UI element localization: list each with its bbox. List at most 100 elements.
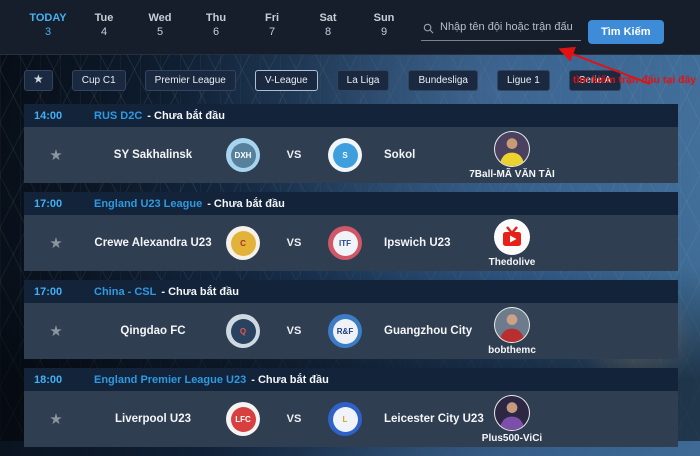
search-button[interactable]: Tìm Kiếm <box>588 20 664 44</box>
match-time: 14:00 <box>34 109 63 122</box>
home-team-badge: C <box>226 226 260 260</box>
match-status: - Chưa bắt đầu <box>251 373 329 386</box>
top-bar: TODAY 3 Tue 4 Wed 5 Thu 6 Fri 7 Sat 8 Su… <box>0 0 700 55</box>
league-name[interactable]: England Premier League U23 <box>94 373 247 386</box>
match-list: 14:00 RUS D2C - Chưa bắt đầu ★ SY Sakhal… <box>24 104 678 456</box>
streamer-avatar <box>494 395 530 431</box>
streamer-name: Thedolive <box>488 257 536 268</box>
match-section: 18:00 England Premier League U23 - Chưa … <box>24 368 678 447</box>
day-number: 7 <box>268 26 276 38</box>
day-tab-fri[interactable]: Fri 7 <box>244 12 300 38</box>
search-input[interactable] <box>421 17 581 41</box>
day-label: Fri <box>264 12 280 24</box>
league-tab-bundesliga[interactable]: Bundesliga <box>408 70 478 91</box>
streamer-name: bobthemc <box>488 345 536 356</box>
day-number: 9 <box>380 26 388 38</box>
match-status: - Chưa bắt đầu <box>207 197 285 210</box>
day-tab-sun[interactable]: Sun 9 <box>356 12 412 38</box>
match-time: 17:00 <box>34 285 63 298</box>
streamer-avatar <box>494 307 530 343</box>
star-icon[interactable]: ★ <box>49 322 63 340</box>
home-team-name: Qingdao FC <box>120 325 186 337</box>
away-team-name: Leicester City U23 <box>384 413 484 425</box>
day-label: TODAY <box>29 12 67 24</box>
search-field-wrap <box>421 17 581 41</box>
league-filter-bar: ★ Cup C1 Premier League V-League La Liga… <box>24 70 622 91</box>
streamer[interactable]: bobthemc <box>452 307 572 357</box>
home-team-badge: LFC <box>226 402 260 436</box>
match-row[interactable]: ★ Liverpool U23 LFC VS L Leicester City … <box>24 391 678 447</box>
star-icon[interactable]: ★ <box>49 410 63 428</box>
vs-label: VS <box>286 237 302 249</box>
day-label: Thu <box>205 12 227 24</box>
day-number: 6 <box>212 26 220 38</box>
home-team-badge: Q <box>226 314 260 348</box>
match-row[interactable]: ★ Qingdao FC Q VS R&F Guangzhou City bob… <box>24 303 678 359</box>
match-section: 17:00 England U23 League - Chưa bắt đầu … <box>24 192 678 271</box>
home-team-name: Crewe Alexandra U23 <box>94 237 212 249</box>
section-header: 18:00 England Premier League U23 - Chưa … <box>24 368 678 391</box>
day-label: Tue <box>94 12 114 24</box>
day-number: 5 <box>156 26 164 38</box>
home-team-name: SY Sakhalinsk <box>113 149 193 161</box>
day-number: 4 <box>100 26 108 38</box>
day-tab-wed[interactable]: Wed 5 <box>132 12 188 38</box>
match-row[interactable]: ★ SY Sakhalinsk DXH VS S Sokol 7Ball-MÃ … <box>24 127 678 183</box>
match-status: - Chưa bắt đầu <box>147 109 225 122</box>
match-status: - Chưa bắt đầu <box>161 285 239 298</box>
star-icon[interactable]: ★ <box>49 146 63 164</box>
streamer[interactable]: Plus500-ViCi <box>452 395 572 445</box>
day-tab-today[interactable]: TODAY 3 <box>20 12 76 38</box>
section-header: 17:00 China - CSL - Chưa bắt đầu <box>24 280 678 303</box>
day-tab-sat[interactable]: Sat 8 <box>300 12 356 38</box>
away-team-badge: R&F <box>328 314 362 348</box>
streamer[interactable]: Thedolive <box>452 219 572 269</box>
search-icon <box>423 23 434 34</box>
day-tab-thu[interactable]: Thu 6 <box>188 12 244 38</box>
favorites-filter-button[interactable]: ★ <box>24 70 53 91</box>
away-team-badge: S <box>328 138 362 172</box>
away-team-name: Ipswich U23 <box>384 237 451 249</box>
section-header: 17:00 England U23 League - Chưa bắt đầu <box>24 192 678 215</box>
league-tab-la-liga[interactable]: La Liga <box>336 70 390 91</box>
day-label: Sun <box>373 12 395 24</box>
vs-label: VS <box>286 149 302 161</box>
vs-label: VS <box>286 325 302 337</box>
away-team-name: Guangzhou City <box>384 325 473 337</box>
day-tabs: TODAY 3 Tue 4 Wed 5 Thu 6 Fri 7 Sat 8 Su… <box>20 12 412 38</box>
day-tab-tue[interactable]: Tue 4 <box>76 12 132 38</box>
home-team-badge: DXH <box>226 138 260 172</box>
annotation-label: tìm kiếm trận đấu tại đây <box>573 74 697 86</box>
vs-label: VS <box>286 413 302 425</box>
annotation-arrow-icon <box>558 46 651 85</box>
day-number: 3 <box>44 26 52 38</box>
league-tab-cup-c1[interactable]: Cup C1 <box>71 70 126 91</box>
star-icon: ★ <box>33 72 44 87</box>
away-team-name: Sokol <box>384 149 416 161</box>
league-name[interactable]: England U23 League <box>94 197 203 210</box>
away-team-badge: ITF <box>328 226 362 260</box>
day-label: Sat <box>319 12 337 24</box>
streamer-name: Plus500-ViCi <box>481 433 543 444</box>
day-label: Wed <box>148 12 172 24</box>
league-tab-serie-a[interactable]: Serie A <box>568 70 622 91</box>
match-row[interactable]: ★ Crewe Alexandra U23 C VS ITF Ipswich U… <box>24 215 678 271</box>
home-team-name: Liverpool U23 <box>114 413 192 425</box>
league-tab-ligue-1[interactable]: Ligue 1 <box>496 70 550 91</box>
league-tab-premier-league[interactable]: Premier League <box>144 70 236 91</box>
star-icon[interactable]: ★ <box>49 234 63 252</box>
match-section: 17:00 China - CSL - Chưa bắt đầu ★ Qingd… <box>24 280 678 359</box>
league-tab-v-league[interactable]: V-League <box>254 70 318 91</box>
day-number: 8 <box>324 26 332 38</box>
streamer-name: 7Ball-MÃ VĂN TÀI <box>469 169 555 180</box>
league-name[interactable]: RUS D2C <box>94 109 143 122</box>
match-time: 18:00 <box>34 373 63 386</box>
section-header: 14:00 RUS D2C - Chưa bắt đầu <box>24 104 678 127</box>
streamer[interactable]: 7Ball-MÃ VĂN TÀI <box>452 131 572 181</box>
match-time: 17:00 <box>34 197 63 210</box>
tv-play-icon <box>494 219 530 255</box>
league-name[interactable]: China - CSL <box>94 285 157 298</box>
away-team-badge: L <box>328 402 362 436</box>
streamer-avatar <box>494 131 530 167</box>
match-section: 14:00 RUS D2C - Chưa bắt đầu ★ SY Sakhal… <box>24 104 678 183</box>
